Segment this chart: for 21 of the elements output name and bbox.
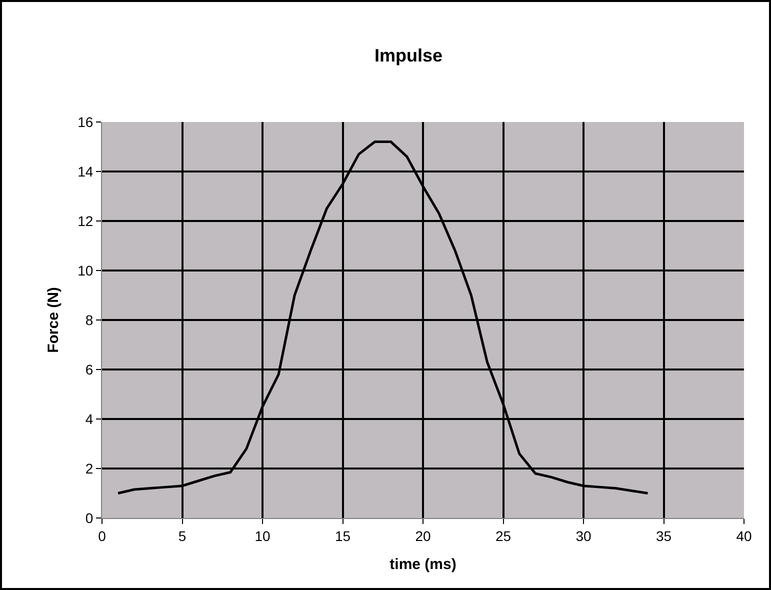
y-tick-label: 2 (85, 460, 94, 476)
x-tick-label: 40 (736, 528, 752, 544)
x-axis-title: time (ms) (390, 556, 456, 573)
y-tick-label: 8 (85, 312, 94, 328)
x-tick-label: 0 (98, 528, 106, 544)
x-tick-label: 30 (576, 528, 592, 544)
x-tick-label: 10 (254, 528, 270, 544)
y-tick-label: 0 (85, 510, 94, 526)
x-tick-label: 15 (334, 528, 351, 544)
y-tick-label: 12 (78, 212, 94, 229)
x-tick-label: 5 (178, 528, 186, 544)
chart-title: Impulse (374, 45, 443, 66)
y-tick-label: 14 (78, 163, 94, 180)
y-tick-label: 4 (85, 410, 94, 427)
y-axis-title: Force (N) (44, 287, 62, 353)
y-tick-label: 16 (78, 114, 94, 130)
x-tick-label: 35 (656, 528, 672, 544)
y-tick-label: 10 (78, 262, 94, 278)
x-tick-label: 25 (495, 528, 512, 544)
x-tick-label: 20 (415, 528, 431, 544)
y-tick-label: 6 (85, 361, 94, 378)
